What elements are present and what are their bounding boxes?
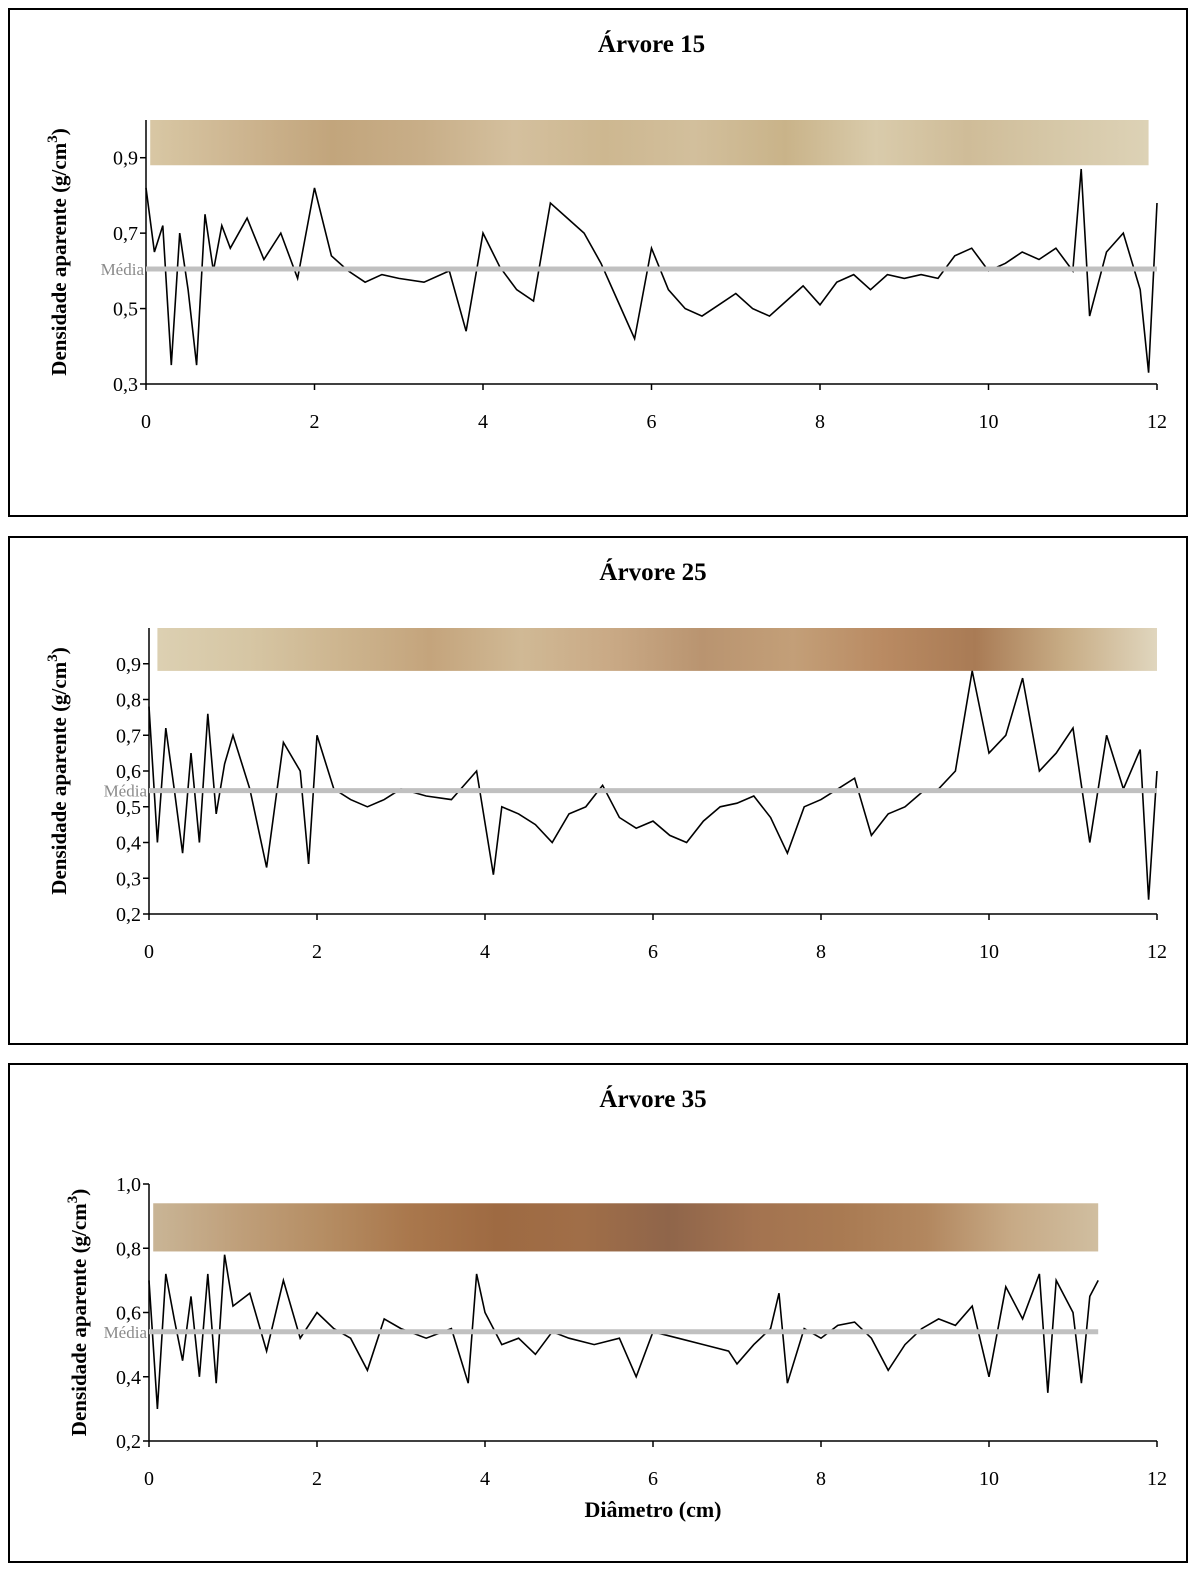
x-tick-label: 4 [480,1468,490,1490]
x-tick-label: 8 [816,941,826,963]
y-tick-label: 1,0 [116,1174,141,1196]
mean-label: Média [104,1323,148,1342]
y-tick-label: 0,8 [116,1238,141,1260]
mean-label: Média [104,782,148,801]
x-tick-label: 10 [979,411,999,433]
y-axis-label-superscript: 3 [65,1196,81,1204]
y-tick-label: 0,7 [116,725,141,747]
y-tick-label: 0,4 [116,833,141,855]
density-series-line [148,670,1158,900]
y-tick-label: 0,9 [113,148,138,170]
y-tick-label: 0,3 [116,868,141,890]
y-tick-label: 0,6 [116,761,141,783]
y-tick-label: 0,2 [116,1431,141,1453]
chart-panel-arvore-35: Árvore 35 0,2 0,4 0,6 0,8 1,0 0 2 4 6 8 10 12 Média De… [8,1063,1188,1563]
x-tick-label: 6 [648,1468,658,1490]
y-axis-label: Densidade aparente (g/cm3) [45,647,71,894]
wood-sample-image [150,120,1149,166]
x-tick-label: 0 [141,411,151,433]
x-tick-label: 12 [1147,941,1167,963]
y-axis-label: Densidade aparente (g/cm3) [45,128,71,375]
y-axis-label-tail: ) [47,128,71,135]
x-tick-label: 0 [144,941,154,963]
chart-panel-arvore-15: Árvore 15 0,3 0,5 0,7 0,9 0 2 4 6 8 10 12 Média Densi… [8,8,1188,517]
chart-title: Árvore 15 [598,30,705,58]
y-tick-label: 0,5 [116,797,141,819]
x-tick-label: 8 [815,411,825,433]
y-tick-label: 0,3 [113,374,138,396]
x-tick-label: 8 [816,1468,826,1490]
chart-svg: Árvore 15 0,3 0,5 0,7 0,9 0 2 4 6 8 10 12 Média Densi… [45,30,1167,433]
y-axis-label: Densidade aparente (g/cm3) [65,1189,91,1436]
y-axis-label-text: Densidade aparente (g/cm [47,661,71,894]
x-tick-label: 2 [312,1468,322,1490]
density-series-line [145,168,1158,373]
x-tick-label: 2 [310,411,320,433]
y-tick-label: 0,5 [113,299,138,321]
y-tick-label: 0,6 [116,1303,141,1325]
x-tick-label: 0 [144,1468,154,1490]
x-tick-label: 10 [979,941,999,963]
y-tick-label: 0,8 [116,690,141,712]
chart-title: Árvore 35 [599,1085,706,1113]
y-axis-label-text: Densidade aparente (g/cm [47,142,71,375]
x-tick-label: 6 [648,941,658,963]
y-tick-label: 0,9 [116,654,141,676]
x-tick-label: 4 [478,411,488,433]
x-tick-label: 12 [1147,1468,1167,1490]
wood-sample-image [153,1203,1099,1252]
y-tick-label: 0,2 [116,904,141,926]
x-tick-label: 2 [312,941,322,963]
x-axis-label: Diâmetro (cm) [584,1497,721,1522]
x-tick-label: 6 [647,411,657,433]
x-tick-label: 4 [480,941,490,963]
y-tick-label: 0,7 [113,223,138,245]
x-tick-label: 10 [979,1468,999,1490]
x-tick-label: 12 [1147,411,1167,433]
y-axis-label-text: Densidade aparente (g/cm [67,1203,91,1436]
y-axis-label-superscript: 3 [45,654,61,662]
mean-label: Média [101,260,145,279]
y-tick-label: 0,4 [116,1367,141,1389]
wood-sample-image [157,628,1157,671]
chart-svg: Árvore 35 0,2 0,4 0,6 0,8 1,0 0 2 4 6 8 10 12 Média De… [65,1085,1167,1522]
y-axis-label-tail: ) [67,1189,91,1196]
chart-panel-arvore-25: Árvore 25 0,2 0,3 0,4 0,5 0,6 0,7 0,8 0,9 0 2 4 6 8 10… [8,536,1188,1045]
chart-svg: Árvore 25 0,2 0,3 0,4 0,5 0,6 0,7 0,8 0,9 0 2 4 6 8 10… [45,558,1167,963]
chart-title: Árvore 25 [599,558,706,586]
density-series-line [148,1254,1099,1409]
y-axis-label-tail: ) [47,647,71,654]
y-axis-label-superscript: 3 [45,135,61,143]
